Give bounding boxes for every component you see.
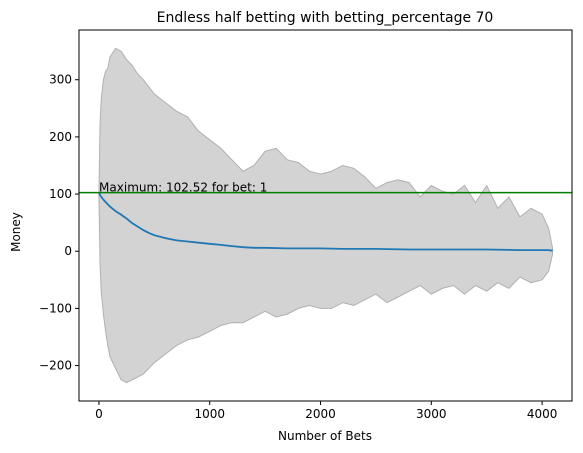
max-annotation: Maximum: 102.52 for bet: 1 [99, 181, 267, 195]
y-tick-label: 200 [49, 130, 72, 144]
y-tick-label: −100 [39, 301, 72, 315]
line-layer [98, 192, 553, 252]
y-axis-label: Money [9, 212, 23, 252]
y-tick-label: 0 [64, 244, 72, 258]
y-axis: −200 −100 0 100 200 300 [39, 73, 79, 373]
x-tick-label: 1000 [194, 407, 225, 421]
y-tick-label: 300 [49, 73, 72, 87]
plot-area: Maximum: 102.52 for bet: 1 [79, 47, 572, 384]
y-tick-label: 100 [49, 187, 72, 201]
x-tick-label: 0 [95, 407, 103, 421]
axes-frame [78, 29, 573, 402]
x-axis: 0 1000 2000 3000 4000 [95, 401, 557, 421]
x-tick-label: 4000 [527, 407, 558, 421]
x-tick-label: 2000 [305, 407, 336, 421]
band-area [98, 47, 554, 384]
chart-title: Endless half betting with betting_percen… [157, 10, 494, 26]
x-tick-label: 3000 [416, 407, 447, 421]
x-axis-label: Number of Bets [278, 429, 372, 443]
band-layer [98, 47, 554, 384]
y-tick-label: −200 [39, 359, 72, 373]
series-line-0 [98, 192, 553, 252]
